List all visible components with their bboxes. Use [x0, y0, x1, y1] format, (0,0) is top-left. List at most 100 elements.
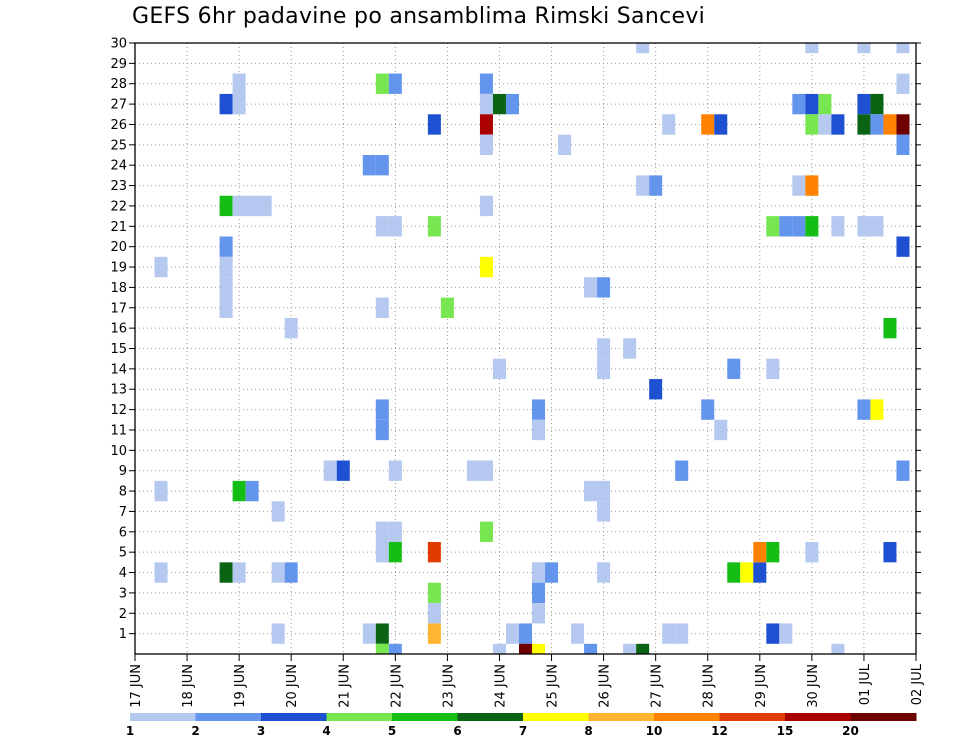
heatmap-cell [518, 623, 533, 644]
heatmap-cell [154, 480, 168, 502]
heatmap-cell [883, 317, 897, 339]
legend-swatch [719, 713, 786, 721]
heatmap-cell [857, 216, 871, 237]
heatmap-cell [805, 541, 819, 563]
heatmap-cell [492, 643, 506, 654]
y-tick-label: 16 [110, 322, 127, 337]
heatmap-cell [714, 419, 728, 441]
heatmap-cell [375, 521, 389, 542]
heatmap-cell [857, 114, 871, 135]
legend-swatch [850, 713, 917, 721]
heatmap-cell [388, 216, 402, 237]
heatmap-cell [219, 236, 233, 257]
legend-label: 10 [646, 724, 663, 738]
heatmap-cell [779, 216, 793, 237]
heatmap-cell [597, 277, 611, 298]
y-tick-label: 29 [110, 57, 127, 72]
heatmap-cell [518, 643, 533, 654]
x-tick-label: 24 JUN [493, 664, 508, 708]
heatmap-cell [375, 399, 389, 420]
x-tick-label: 21 JUN [337, 664, 352, 708]
heatmap-cell [427, 114, 441, 135]
heatmap-cell [701, 114, 715, 135]
heatmap-cell [597, 562, 611, 583]
legend-label: 15 [777, 724, 794, 738]
heatmap-cell [623, 643, 637, 654]
heatmap-cell [323, 460, 337, 481]
heatmap-cell [597, 358, 611, 380]
y-tick-label: 23 [110, 179, 127, 194]
heatmap-cell [896, 460, 910, 481]
heatmap-cell [375, 419, 389, 441]
heatmap-cell [857, 43, 871, 54]
y-tick-label: 8 [119, 485, 127, 500]
heatmap-cell [375, 155, 389, 176]
y-tick-label: 1 [119, 627, 127, 642]
legend-swatch [654, 713, 720, 721]
y-tick-label: 4 [119, 566, 127, 581]
y-tick-label: 22 [110, 199, 127, 214]
y-tick-label: 10 [110, 444, 127, 459]
heatmap-cell [766, 541, 780, 563]
plot-frame [134, 42, 917, 655]
heatmap-cell [427, 623, 441, 644]
x-tick-label: 29 JUN [754, 664, 769, 708]
heatmap-cell [532, 582, 546, 604]
y-tick-label: 3 [119, 586, 127, 601]
y-tick-label: 2 [119, 607, 127, 622]
y-tick-label: 20 [110, 240, 127, 255]
legend-label: 4 [322, 724, 330, 738]
heatmap-cell [271, 501, 285, 522]
y-tick-label: 13 [110, 383, 127, 398]
x-tick-label: 01 JUL [858, 663, 873, 705]
heatmap-cell [623, 338, 637, 359]
heatmap-cell [479, 73, 493, 94]
y-tick-label: 18 [110, 281, 127, 296]
heatmap-cell [505, 93, 519, 115]
heatmap-cell [714, 114, 728, 135]
heatmap-cell [805, 216, 819, 237]
heatmap-cell [792, 93, 806, 115]
heatmap-cell [479, 460, 493, 481]
heatmap-cell [896, 134, 910, 156]
heatmap-cell [466, 460, 480, 481]
legend-label: 8 [584, 724, 592, 738]
heatmap-cell [479, 114, 493, 135]
legend-swatch [130, 713, 196, 721]
heatmap-cell [532, 399, 546, 420]
y-tick-label: 6 [119, 525, 127, 540]
y-tick-label: 24 [110, 159, 127, 174]
heatmap-cell [597, 501, 611, 522]
x-tick-label: 02 JUL [910, 663, 925, 705]
heatmap-cell [818, 114, 832, 135]
x-tick-label: 18 JUN [181, 664, 196, 708]
y-tick-label: 7 [119, 505, 127, 520]
heatmap-cell [232, 480, 246, 502]
heatmap-cell [753, 541, 767, 563]
heatmap-cell [388, 541, 402, 563]
y-tick-label: 21 [110, 220, 127, 235]
heatmap-cell [219, 562, 233, 583]
heatmap-cell [388, 643, 402, 654]
y-tick-label: 19 [110, 261, 127, 276]
x-tick-label: 20 JUN [285, 664, 300, 708]
x-tick-label: 27 JUN [650, 664, 665, 708]
heatmap-cell [727, 562, 741, 583]
heatmap-cell [636, 43, 650, 54]
legend-swatch [392, 713, 458, 721]
heatmap-cell [805, 175, 819, 196]
legend-label: 1 [126, 724, 134, 738]
x-tick-label: 28 JUN [702, 664, 717, 708]
heatmap-cell [375, 541, 389, 563]
heatmap-cell [727, 358, 741, 380]
heatmap-cell [232, 562, 246, 583]
x-tick-label: 25 JUN [546, 664, 561, 708]
heatmap-cell [219, 297, 233, 318]
heatmap-cell [766, 216, 780, 237]
y-tick-label: 26 [110, 118, 127, 133]
heatmap-cell [597, 338, 611, 359]
heatmap-cell [792, 175, 806, 196]
heatmap-cell [388, 460, 402, 481]
